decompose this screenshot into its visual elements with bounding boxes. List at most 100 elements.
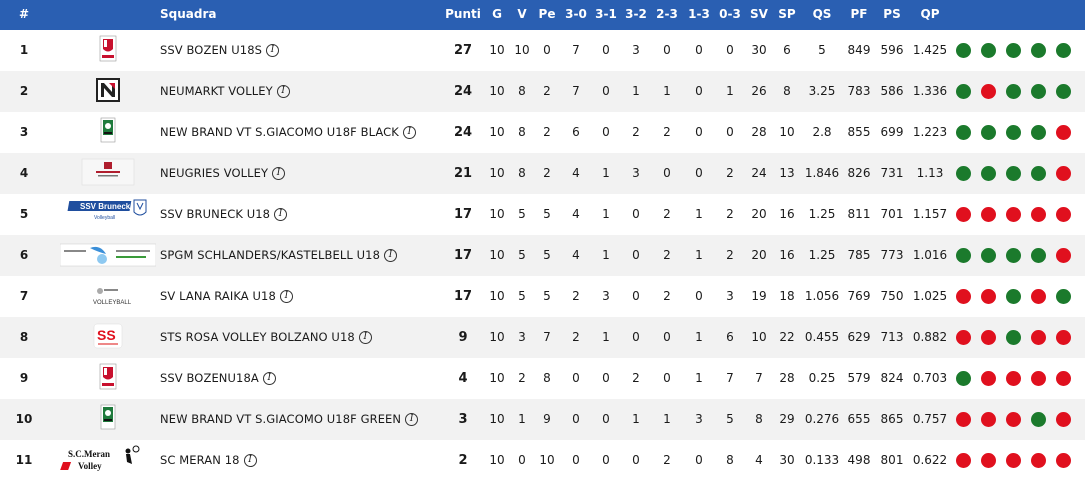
team-name-link[interactable]: SV LANA RAIKA U18 <box>160 289 276 303</box>
col-header-sp[interactable]: SP <box>778 7 796 21</box>
info-icon[interactable]: i <box>402 126 416 139</box>
col-header-ps[interactable]: PS <box>883 7 901 21</box>
loss-dot-icon[interactable] <box>956 412 971 427</box>
loss-dot-icon[interactable] <box>1006 207 1021 222</box>
loss-dot-icon[interactable] <box>956 330 971 345</box>
win-dot-icon[interactable] <box>1031 166 1046 181</box>
info-icon[interactable]: i <box>405 413 419 426</box>
col-header-qp[interactable]: QP <box>920 7 940 21</box>
loss-dot-icon[interactable] <box>956 207 971 222</box>
col-header-pts[interactable]: Punti <box>445 7 481 21</box>
col-header-pe[interactable]: Pe <box>538 7 556 21</box>
team-name-link[interactable]: SSV BRUNECK U18 <box>160 207 271 221</box>
loss-dot-icon[interactable] <box>1031 330 1046 345</box>
win-dot-icon[interactable] <box>1056 289 1071 304</box>
lana-logo[interactable]: VOLLEYBALL <box>60 279 156 314</box>
loss-dot-icon[interactable] <box>1006 412 1021 427</box>
loss-dot-icon[interactable] <box>1056 125 1071 140</box>
col-header-team[interactable]: Squadra <box>160 7 217 21</box>
win-dot-icon[interactable] <box>1006 43 1021 58</box>
win-dot-icon[interactable] <box>1006 166 1021 181</box>
loss-dot-icon[interactable] <box>1056 330 1071 345</box>
info-icon[interactable]: i <box>358 331 372 344</box>
col-header-pf[interactable]: PF <box>850 7 868 21</box>
loss-dot-icon[interactable] <box>1006 371 1021 386</box>
loss-dot-icon[interactable] <box>1056 412 1071 427</box>
loss-dot-icon[interactable] <box>981 453 996 468</box>
info-icon[interactable]: i <box>262 372 276 385</box>
team-name-link[interactable]: SSV BOZENU18A <box>160 371 259 385</box>
sgiacomo-logo[interactable] <box>60 115 156 150</box>
loss-dot-icon[interactable] <box>1056 166 1071 181</box>
loss-dot-icon[interactable] <box>981 84 996 99</box>
col-header-v[interactable]: V <box>517 7 527 21</box>
team-name-link[interactable]: STS ROSA VOLLEY BOLZANO U18 <box>160 330 355 344</box>
col-header-g[interactable]: G <box>492 7 502 21</box>
loss-dot-icon[interactable] <box>956 453 971 468</box>
col-header-qs[interactable]: QS <box>812 7 832 21</box>
neumarkt-logo[interactable] <box>60 74 156 109</box>
loss-dot-icon[interactable] <box>1031 207 1046 222</box>
col-header-r03[interactable]: 0-3 <box>719 7 741 21</box>
info-icon[interactable]: i <box>266 44 280 57</box>
win-dot-icon[interactable] <box>1006 289 1021 304</box>
team-name-link[interactable]: NEW BRAND VT S.GIACOMO U18F BLACK <box>160 125 399 139</box>
win-dot-icon[interactable] <box>1006 84 1021 99</box>
team-name-link[interactable]: NEUMARKT VOLLEY <box>160 84 273 98</box>
schlanders-logo[interactable] <box>60 238 156 273</box>
win-dot-icon[interactable] <box>1031 248 1046 263</box>
info-icon[interactable]: i <box>272 167 286 180</box>
win-dot-icon[interactable] <box>1031 43 1046 58</box>
team-name-link[interactable]: SC MERAN 18 <box>160 453 240 467</box>
info-icon[interactable]: i <box>276 85 290 98</box>
win-dot-icon[interactable] <box>956 84 971 99</box>
team-name-link[interactable]: SPGM SCHLANDERS/KASTELBELL U18 <box>160 248 381 262</box>
neugries-logo[interactable] <box>60 156 156 191</box>
loss-dot-icon[interactable] <box>1031 453 1046 468</box>
win-dot-icon[interactable] <box>1056 84 1071 99</box>
col-header-r23[interactable]: 2-3 <box>656 7 678 21</box>
win-dot-icon[interactable] <box>1006 125 1021 140</box>
info-icon[interactable]: i <box>279 290 293 303</box>
col-header-r31[interactable]: 3-1 <box>595 7 617 21</box>
meran-logo[interactable]: S.C.Meran Volley <box>60 443 156 478</box>
col-header-r32[interactable]: 3-2 <box>625 7 647 21</box>
loss-dot-icon[interactable] <box>1056 207 1071 222</box>
loss-dot-icon[interactable] <box>981 207 996 222</box>
rosa-logo[interactable]: SS <box>60 320 156 355</box>
bozen-logo[interactable] <box>60 361 156 396</box>
loss-dot-icon[interactable] <box>981 330 996 345</box>
win-dot-icon[interactable] <box>956 166 971 181</box>
win-dot-icon[interactable] <box>981 125 996 140</box>
win-dot-icon[interactable] <box>981 248 996 263</box>
loss-dot-icon[interactable] <box>956 289 971 304</box>
team-name-link[interactable]: NEW BRAND VT S.GIACOMO U18F GREEN <box>160 412 402 426</box>
loss-dot-icon[interactable] <box>1031 371 1046 386</box>
win-dot-icon[interactable] <box>1056 43 1071 58</box>
win-dot-icon[interactable] <box>1006 330 1021 345</box>
win-dot-icon[interactable] <box>1031 412 1046 427</box>
team-name-link[interactable]: SSV BOZEN U18S <box>160 43 263 57</box>
loss-dot-icon[interactable] <box>1056 248 1071 263</box>
win-dot-icon[interactable] <box>956 43 971 58</box>
loss-dot-icon[interactable] <box>1056 371 1071 386</box>
bruneck-logo[interactable]: SSV Bruneck Volleyball <box>60 197 156 232</box>
win-dot-icon[interactable] <box>1006 248 1021 263</box>
col-header-sv[interactable]: SV <box>750 7 768 21</box>
win-dot-icon[interactable] <box>1031 84 1046 99</box>
info-icon[interactable]: i <box>243 454 257 467</box>
col-header-r30[interactable]: 3-0 <box>565 7 587 21</box>
info-icon[interactable]: i <box>274 208 288 221</box>
info-icon[interactable]: i <box>384 249 398 262</box>
loss-dot-icon[interactable] <box>1006 453 1021 468</box>
win-dot-icon[interactable] <box>956 125 971 140</box>
win-dot-icon[interactable] <box>1031 125 1046 140</box>
col-header-r13[interactable]: 1-3 <box>688 7 710 21</box>
col-header-rank[interactable]: # <box>18 7 30 21</box>
win-dot-icon[interactable] <box>956 248 971 263</box>
loss-dot-icon[interactable] <box>1031 289 1046 304</box>
win-dot-icon[interactable] <box>981 43 996 58</box>
team-name-link[interactable]: NEUGRIES VOLLEY <box>160 166 269 180</box>
win-dot-icon[interactable] <box>956 371 971 386</box>
sgiacomo-logo[interactable] <box>60 402 156 437</box>
